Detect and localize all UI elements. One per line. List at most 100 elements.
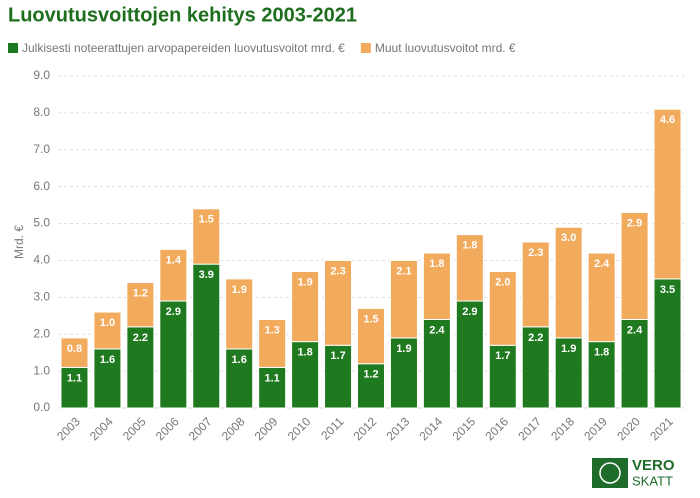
bar-segment	[192, 208, 221, 265]
data-label: 2.9	[166, 306, 181, 318]
bar-segment	[521, 241, 550, 328]
x-tick-label: 2010	[285, 414, 314, 443]
bar-segment	[159, 248, 188, 302]
data-label: 1.9	[396, 343, 411, 355]
data-label: 2.4	[594, 258, 610, 270]
x-tick-label: 2006	[153, 414, 182, 443]
bar-segment	[258, 366, 287, 409]
logo-text: VERO	[632, 457, 675, 474]
bar-segment	[455, 234, 484, 302]
data-label: 1.2	[363, 369, 378, 381]
y-tick-label: 7.0	[33, 142, 50, 156]
data-label: 1.9	[561, 343, 576, 355]
data-label: 2.9	[462, 306, 477, 318]
x-tick-label: 2012	[351, 414, 380, 443]
bar-segment	[554, 226, 583, 339]
y-tick-label: 3.0	[33, 290, 50, 304]
data-label: 1.1	[265, 372, 280, 384]
bar-segment	[291, 341, 320, 409]
bar-segment	[159, 300, 188, 409]
data-label: 2.1	[396, 265, 411, 277]
logo-icon-circle	[599, 462, 621, 484]
y-tick-label: 8.0	[33, 105, 50, 119]
x-tick-label: 2003	[54, 414, 83, 443]
bar-segment	[324, 344, 353, 409]
data-label: 1.9	[232, 284, 247, 296]
data-label: 1.6	[232, 354, 247, 366]
data-label: 2.4	[429, 324, 445, 336]
data-label: 1.6	[100, 354, 115, 366]
bar-segment	[356, 363, 386, 409]
bar-segment	[356, 307, 386, 365]
data-label: 2.4	[627, 324, 643, 336]
bar-segment	[225, 348, 254, 409]
data-label: 1.4	[166, 254, 182, 266]
bar-segment	[488, 271, 517, 346]
data-label: 1.5	[363, 313, 378, 325]
bar-segment	[587, 341, 616, 409]
bar-segment	[389, 337, 418, 409]
data-label: 3.5	[660, 284, 675, 296]
bar-segment	[620, 211, 649, 320]
x-tick-label: 2021	[647, 414, 676, 443]
x-tick-label: 2005	[120, 414, 149, 443]
bar-segment	[324, 259, 353, 346]
bar-segment	[620, 318, 649, 409]
data-label: 3.9	[199, 269, 214, 281]
bar-segment	[653, 278, 682, 409]
bar-segment	[225, 278, 254, 350]
bar-segment	[93, 348, 122, 409]
bar-segment	[488, 344, 517, 409]
data-label: 0.8	[67, 343, 82, 355]
bar-segment	[60, 337, 89, 368]
bar-segment	[653, 108, 682, 280]
bar-segment	[291, 271, 320, 343]
y-tick-label: 2.0	[33, 326, 50, 340]
data-label: 2.2	[528, 332, 543, 344]
x-tick-label: 2018	[548, 414, 577, 443]
data-label: 4.6	[660, 114, 675, 126]
bar-segment	[389, 259, 418, 339]
legend-label: Muut luovutusvoitot mrd. €	[375, 41, 516, 55]
data-label: 1.5	[199, 214, 214, 226]
data-label: 1.7	[495, 350, 510, 362]
data-label: 1.8	[462, 240, 477, 252]
y-tick-label: 6.0	[33, 179, 50, 193]
y-tick-label: 5.0	[33, 216, 50, 230]
bar-segment	[258, 318, 287, 368]
x-tick-label: 2009	[252, 414, 281, 443]
chart-title: Luovutusvoittojen kehitys 2003-2021	[8, 4, 357, 26]
bar-segment	[93, 311, 122, 350]
bar-segment	[554, 337, 583, 409]
data-label: 2.9	[627, 217, 642, 229]
data-label: 1.8	[594, 347, 609, 359]
bar-segment	[422, 252, 451, 320]
x-tick-label: 2015	[449, 414, 478, 443]
x-tick-label: 2011	[318, 414, 346, 442]
x-tick-label: 2020	[614, 414, 643, 443]
bar-segment	[126, 326, 155, 409]
x-tick-label: 2013	[384, 414, 413, 443]
x-tick-label: 2014	[416, 414, 445, 443]
data-label: 2.3	[528, 247, 543, 259]
bar-segment	[126, 282, 155, 328]
bar-segment	[60, 366, 89, 409]
bar-segment	[455, 300, 484, 409]
x-tick-label: 2016	[482, 414, 511, 443]
legend-swatch	[8, 43, 18, 53]
bar-segment	[521, 326, 550, 409]
data-label: 1.8	[297, 347, 312, 359]
x-tick-label: 2017	[515, 414, 544, 443]
y-tick-label: 1.0	[33, 363, 50, 377]
data-label: 1.2	[133, 287, 148, 299]
data-label: 1.8	[429, 258, 444, 270]
x-tick-label: 2008	[219, 414, 248, 443]
bar-segment	[587, 252, 616, 343]
y-tick-label: 9.0	[33, 68, 50, 82]
data-label: 1.0	[100, 317, 115, 329]
legend-label: Julkisesti noteerattujen arvopapereiden …	[22, 41, 345, 55]
x-tick-label: 2007	[186, 414, 215, 443]
y-tick-label: 0.0	[33, 400, 50, 414]
data-label: 1.3	[265, 324, 280, 336]
